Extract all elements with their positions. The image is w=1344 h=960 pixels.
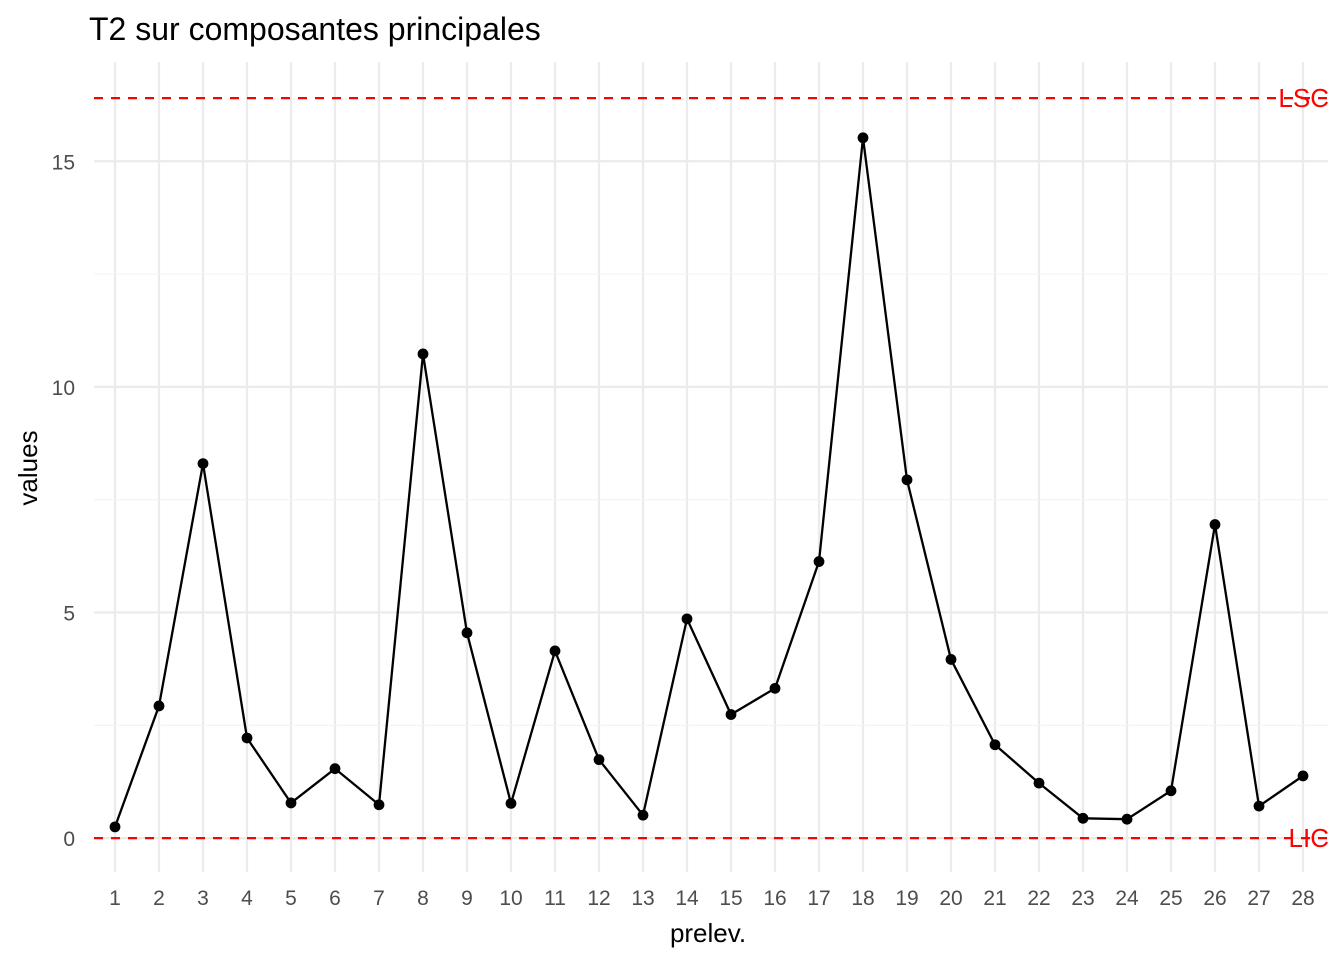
x-tick-label: 7 [373,887,385,910]
x-tick-label: 28 [1291,887,1314,910]
y-axis-title: values [13,430,43,505]
grid [94,62,1328,872]
data-point [725,709,737,720]
x-tick-label: 14 [675,887,699,910]
x-tick-label: 13 [631,887,654,910]
data-point [197,458,209,470]
x-tick-label: 21 [983,887,1006,910]
data-point [1209,519,1221,530]
y-tick-label: 15 [52,151,75,174]
x-tick-label: 10 [499,887,522,910]
reference-label-lic: LIC [1289,823,1329,853]
x-tick-label: 25 [1159,887,1182,910]
data-point [505,798,517,809]
x-tick-label: 6 [329,887,341,910]
x-tick-label: 19 [895,887,918,910]
data-point [329,763,341,775]
x-tick-label: 27 [1247,887,1270,910]
data-point [901,474,913,486]
data-point [637,809,649,821]
x-axis-ticks: 1 2 3 4 5 6 7 8 9 10 11 12 13 14 15 16 17 18 19 20 21 22 23 24 2… [109,887,1315,910]
x-tick-label: 22 [1027,887,1050,910]
data-point [681,613,693,625]
data-point [241,732,253,744]
x-tick-label: 4 [241,887,253,910]
data-point [945,654,957,665]
x-tick-label: 24 [1115,887,1139,910]
x-tick-label: 16 [763,887,786,910]
data-point [417,348,429,360]
x-tick-label: 8 [417,887,429,910]
reference-lines: LSC LIC [94,83,1329,853]
data-point [989,739,1001,751]
x-tick-label: 23 [1071,887,1094,910]
data-point [549,645,561,657]
data-point [1297,770,1309,782]
x-tick-label: 15 [719,887,742,910]
x-tick-label: 5 [285,887,297,910]
x-axis-title: prelev. [670,918,746,948]
reference-label-lsc: LSC [1278,83,1329,113]
data-point [373,799,385,811]
x-tick-label: 9 [461,887,473,910]
data-point [1121,813,1133,825]
chart-title: T2 sur composantes principales [89,11,541,47]
y-axis-ticks: 0 5 10 15 [52,151,75,851]
x-tick-label: 12 [587,887,610,910]
data-point [109,821,121,833]
data-point [1033,777,1045,789]
x-tick-label: 26 [1203,887,1226,910]
data-point [153,700,165,712]
data-point [593,754,605,766]
data-point [1165,785,1177,797]
x-tick-label: 20 [939,887,962,910]
x-tick-label: 17 [807,887,830,910]
data-point [857,132,869,144]
series [109,132,1309,833]
x-tick-label: 1 [109,887,121,910]
y-tick-label: 10 [52,377,75,400]
series-line [113,136,1304,828]
data-point [813,556,825,567]
x-tick-label: 3 [197,887,209,910]
data-point [1253,800,1265,812]
x-tick-label: 11 [544,887,566,910]
x-tick-label: 18 [851,887,874,910]
data-point [285,797,297,809]
data-point [1077,812,1089,824]
y-tick-label: 5 [63,603,75,626]
y-tick-label: 0 [63,828,75,851]
x-tick-label: 2 [153,887,165,910]
data-point [461,627,473,639]
data-point [769,682,781,694]
